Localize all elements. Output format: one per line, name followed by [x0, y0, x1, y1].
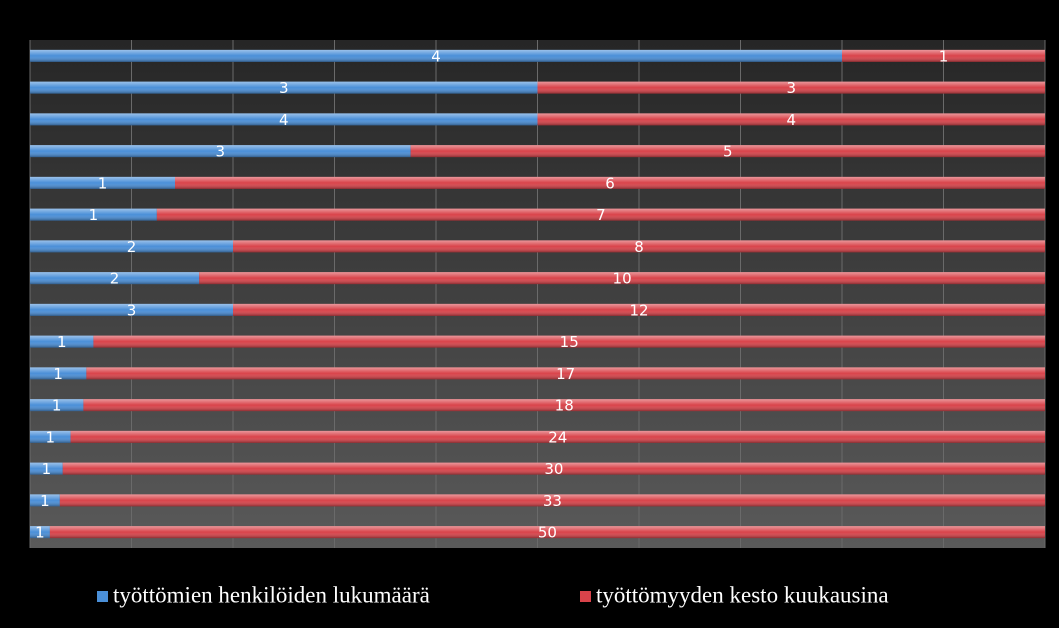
data-label: 18: [555, 397, 574, 415]
bar-shine: [30, 240, 233, 253]
data-label: 1: [52, 397, 62, 415]
legend-swatch: [97, 591, 108, 602]
data-label: 7: [596, 206, 606, 224]
bar-shine: [30, 113, 538, 126]
bar-shine: [175, 176, 1045, 189]
data-label: 50: [538, 524, 557, 542]
bar-shine: [30, 526, 50, 539]
bar-shine: [233, 240, 1045, 253]
bar-shine: [30, 81, 538, 94]
bar-shine: [410, 145, 1045, 158]
data-label: 1: [53, 365, 63, 383]
bar-shine: [83, 399, 1046, 412]
data-label: 30: [544, 460, 563, 478]
data-label: 1: [40, 492, 50, 510]
data-label: 1: [46, 428, 56, 446]
bar-shine: [30, 430, 71, 443]
data-label: 1: [35, 524, 45, 542]
data-label: 1: [42, 460, 52, 478]
data-label: 24: [548, 428, 567, 446]
bar-shine: [62, 462, 1045, 475]
bar-shine: [30, 208, 157, 221]
legend-swatch: [580, 591, 591, 602]
bar-shine: [156, 208, 1045, 221]
bar-shine: [30, 145, 411, 158]
data-label: 8: [634, 238, 644, 256]
bar-shine: [30, 303, 233, 316]
bar-shine: [30, 367, 87, 380]
bar-shine: [842, 49, 1045, 62]
legend-label: työttömien henkilöiden lukumäärä: [113, 582, 430, 607]
bar-shine: [59, 494, 1045, 507]
data-label: 4: [431, 47, 441, 65]
data-label: 3: [127, 301, 137, 319]
bar-shine: [233, 303, 1045, 316]
bar-shine: [30, 399, 84, 412]
data-label: 2: [127, 238, 137, 256]
data-label: 10: [613, 270, 632, 288]
bar-shine: [30, 494, 60, 507]
data-label: 3: [216, 143, 226, 161]
data-label: 12: [629, 301, 648, 319]
bar-shine: [30, 335, 94, 348]
bar-shine: [49, 526, 1045, 539]
bar-shine: [86, 367, 1045, 380]
data-label: 3: [279, 79, 289, 97]
bar-shine: [70, 430, 1046, 443]
bar-shine: [30, 462, 63, 475]
data-label: 17: [556, 365, 575, 383]
bar-shine: [30, 272, 200, 285]
bar-shine: [537, 81, 1045, 94]
bar-shine: [30, 176, 175, 189]
data-label: 2: [110, 270, 120, 288]
data-label: 1: [939, 47, 949, 65]
bar-shine: [93, 335, 1045, 348]
legend-label: työttömyyden kesto kuukausina: [596, 582, 889, 607]
data-label: 33: [543, 492, 562, 510]
data-label: 6: [605, 174, 615, 192]
data-label: 3: [786, 79, 796, 97]
data-label: 1: [89, 206, 99, 224]
data-label: 1: [98, 174, 108, 192]
data-label: 15: [560, 333, 579, 351]
bar-shine: [199, 272, 1045, 285]
bar-shine: [30, 49, 842, 62]
data-label: 4: [279, 111, 289, 129]
data-label: 4: [786, 111, 796, 129]
data-label: 1: [57, 333, 67, 351]
data-label: 5: [723, 143, 733, 161]
bar-shine: [537, 113, 1045, 126]
